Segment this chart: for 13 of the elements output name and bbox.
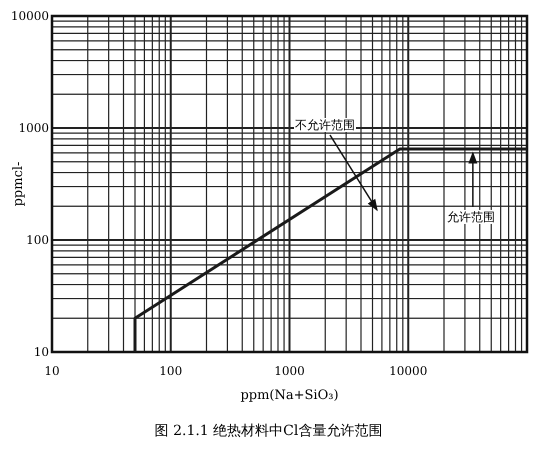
y-tick-label: 10000 (10, 9, 49, 23)
y-tick-label: 10 (34, 345, 49, 359)
y-tick-label: 1000 (18, 121, 49, 135)
x-tick-label: 100 (159, 364, 182, 378)
x-tick-label: 1000 (274, 364, 305, 378)
annotation: 不允许范围 (295, 118, 355, 132)
x-axis-title: ppm(Na+SiO₃) (240, 388, 339, 403)
x-tick-label: 10000 (389, 364, 428, 378)
annotation: 允许范围 (446, 210, 495, 224)
caption: 图 2.1.1 绝热材料中Cl含量允许范围 (154, 423, 382, 439)
y-axis-title: ppmcl- (11, 162, 26, 206)
y-tick-label: 100 (26, 233, 49, 247)
x-tick-label: 10 (44, 364, 60, 378)
